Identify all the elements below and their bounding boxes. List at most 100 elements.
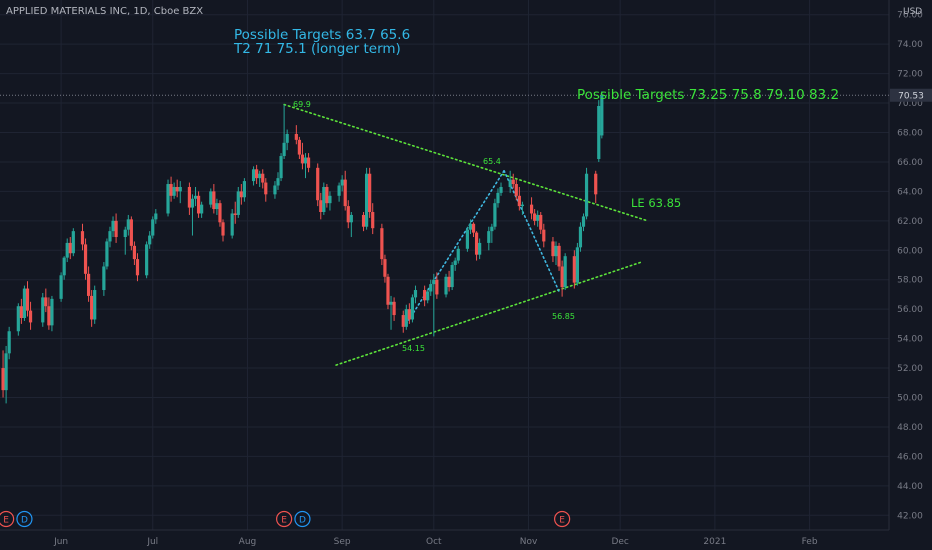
candle [511, 173, 515, 189]
candle-body [578, 226, 583, 248]
candle [65, 238, 69, 263]
candle [16, 303, 20, 336]
earnings-marker: E [554, 510, 571, 528]
candle-body [340, 179, 344, 186]
candle-body [584, 173, 589, 217]
candle [520, 201, 525, 215]
candle [581, 213, 586, 232]
candle [551, 237, 555, 263]
candle [380, 223, 384, 265]
candle-body [258, 173, 262, 179]
candle [594, 170, 598, 204]
candle [102, 262, 106, 296]
candle-body [1, 368, 5, 391]
candle-body [389, 301, 393, 305]
candle-body [496, 192, 500, 204]
candle [401, 310, 405, 333]
candle-body [487, 231, 491, 243]
candle [190, 194, 195, 236]
candle-body [435, 279, 439, 295]
candle [386, 273, 390, 310]
time-axis[interactable]: Jun Jul Aug Sep Oct Nov Dec 2021 Feb [53, 537, 818, 547]
candle-body [401, 315, 405, 327]
candle-body [166, 184, 170, 214]
candle-body [450, 265, 454, 288]
candle-body [444, 276, 448, 295]
candle [432, 273, 436, 337]
dividend-marker: D [294, 510, 311, 528]
label-low: 54.15 [402, 344, 425, 353]
currency-label: USD [903, 7, 922, 17]
candle-body [200, 204, 204, 214]
candle [282, 104, 286, 159]
candle [364, 167, 369, 230]
candle-body [193, 195, 198, 199]
candle-body [542, 229, 546, 242]
candle-body [102, 266, 106, 291]
event-circle [276, 510, 293, 528]
candle-body [273, 185, 277, 195]
candle-body [90, 295, 94, 320]
candle [529, 197, 534, 220]
candle-body [380, 228, 384, 260]
candle-body [410, 297, 415, 320]
candle [126, 214, 130, 236]
inner-falling-trendline [503, 169, 560, 293]
price-tick-label: 52.00 [897, 364, 923, 374]
annotation-blue-line1: Possible Targets 63.7 65.6 [234, 27, 410, 43]
chart-grid [0, 0, 889, 530]
candle-body [465, 229, 470, 249]
price-tick-label: 56.00 [897, 305, 923, 315]
candle [187, 182, 192, 215]
dividend-marker: D [16, 510, 33, 528]
annotation-blue-line2: T2 71 75.1 (longer term) [233, 41, 401, 57]
candle-body [364, 173, 369, 227]
price-tick-label: 76.00 [897, 11, 923, 21]
price-tick-label: 62.00 [897, 217, 923, 227]
candle [435, 272, 439, 299]
candle [44, 288, 48, 313]
candle-body [560, 266, 564, 288]
candle [517, 186, 521, 211]
candle [80, 223, 85, 251]
candle-body [86, 273, 91, 296]
candle [218, 200, 222, 227]
candle [465, 226, 470, 252]
candle [303, 153, 308, 179]
candle-body [423, 290, 427, 301]
candle [145, 241, 149, 279]
candle [264, 178, 268, 202]
candle-body [300, 154, 305, 164]
label-peak: 65.4 [483, 157, 501, 166]
candle-body [151, 219, 155, 236]
candle [123, 226, 127, 255]
candle-body [349, 214, 353, 223]
candle [389, 295, 393, 330]
candle-body [135, 259, 140, 276]
candle-body [276, 178, 280, 186]
candle-body [575, 247, 579, 283]
price-tick-label: 48.00 [897, 423, 923, 433]
candle-body [196, 195, 201, 214]
candle [572, 250, 576, 289]
last-price-value: 70.53 [898, 91, 924, 101]
annotation-entry: LE 63.85 [631, 196, 681, 210]
candle [450, 262, 454, 291]
candle [154, 209, 158, 224]
candle-body [337, 185, 341, 196]
price-tick-label: 66.00 [897, 158, 923, 168]
candle [172, 182, 176, 199]
candle-body [343, 179, 347, 207]
candle [404, 304, 408, 330]
price-axis[interactable]: 42.00 44.00 46.00 48.00 50.00 52.00 54.00 56.00… [897, 11, 923, 522]
price-tick-label: 70.00 [897, 99, 923, 109]
candle [346, 200, 350, 229]
candle-body [361, 214, 366, 227]
event-label: E [281, 516, 287, 526]
candle-body [303, 157, 308, 164]
candle-body [493, 203, 497, 227]
candle-body [539, 214, 543, 230]
candle-body [306, 157, 311, 168]
